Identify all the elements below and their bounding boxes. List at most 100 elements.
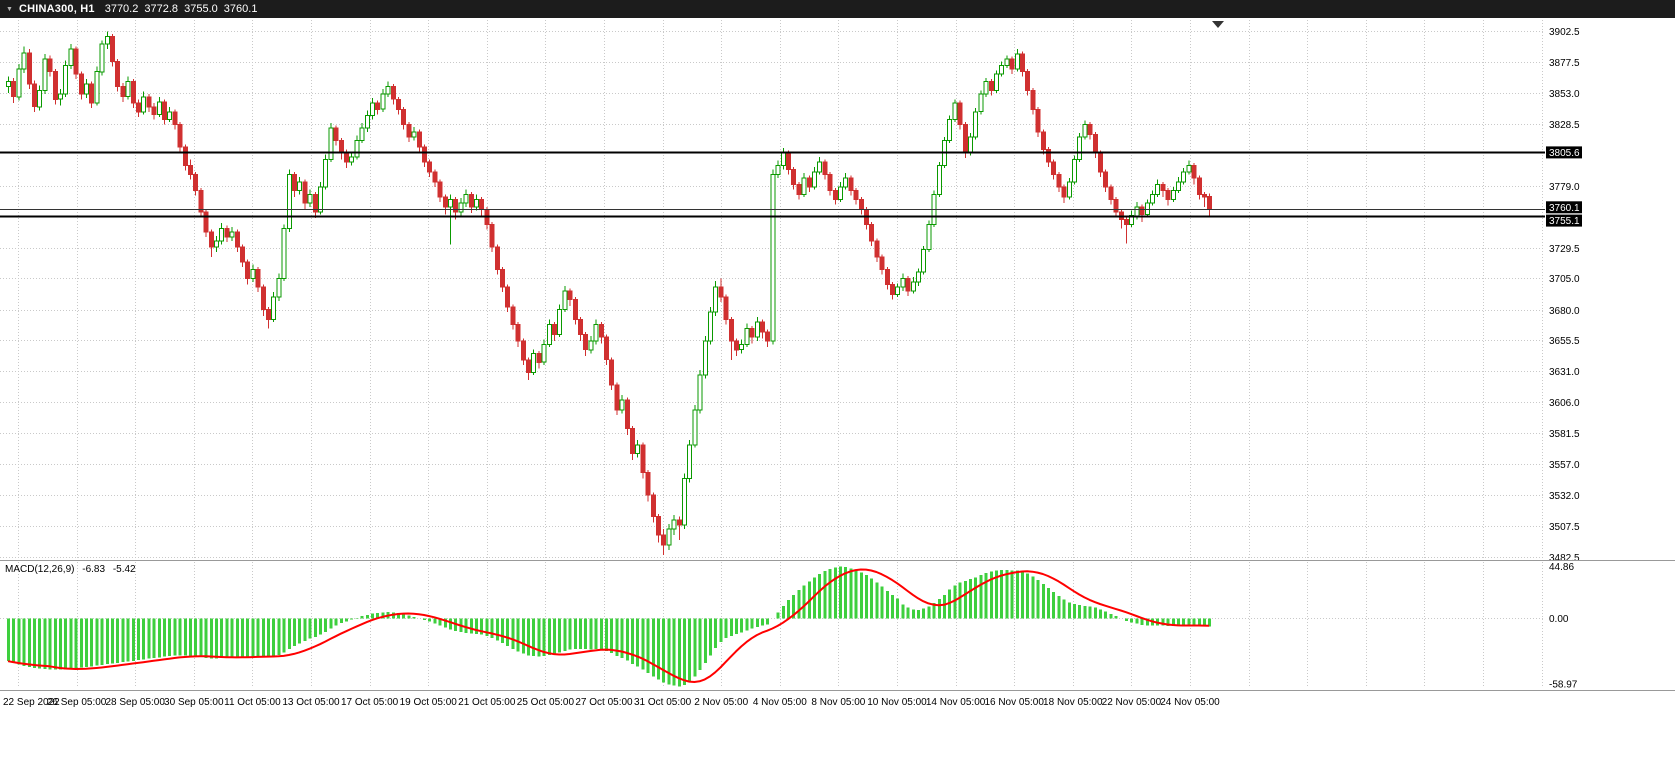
candle-bullish [895, 286, 901, 296]
candle-bearish [728, 319, 734, 342]
candle-bullish [588, 340, 594, 351]
candle-bearish [786, 152, 791, 170]
macd-histogram-bar [573, 618, 577, 649]
macd-histogram-bar [27, 618, 31, 667]
macd-histogram-bar [1031, 576, 1035, 619]
candle-bearish [312, 193, 318, 213]
candle-bullish [780, 152, 786, 167]
macd-histogram-bar [631, 618, 634, 665]
candle-bearish [453, 198, 459, 213]
candle-bullish [936, 165, 942, 195]
candle-bullish [1186, 165, 1192, 173]
macd-histogram-bar [33, 618, 36, 668]
candle-bearish [552, 324, 557, 336]
macd-histogram-bar [407, 615, 411, 619]
candle-bearish [172, 111, 178, 125]
macd-histogram-bar [506, 618, 510, 646]
candle-bullish [1150, 193, 1155, 204]
macd-histogram-bar [329, 618, 333, 629]
macd-histogram-bar [792, 594, 796, 619]
candle-bullish [671, 519, 677, 530]
candle-bullish [125, 81, 131, 98]
macd-histogram-bar [423, 618, 426, 620]
candle-bullish [1066, 181, 1072, 198]
candle-bearish [505, 286, 511, 308]
macd-histogram-bar [755, 618, 759, 627]
macd-histogram-bar [1161, 618, 1165, 626]
candle-bearish [432, 171, 438, 183]
candle-bullish [968, 136, 973, 154]
candle-bearish [858, 198, 864, 210]
candle-bearish [1020, 53, 1025, 73]
candle-bearish [1191, 165, 1197, 179]
macd-histogram-bar [100, 618, 104, 665]
candle-bullish [1181, 171, 1187, 183]
candle-bearish [1025, 71, 1031, 91]
candle-bearish [515, 324, 521, 342]
macd-histogram-bar [464, 618, 468, 633]
macd-histogram-bar [1057, 596, 1061, 619]
macd-histogram-bar [1177, 618, 1180, 626]
macd-histogram-bar [1109, 613, 1113, 619]
candle-bearish [110, 36, 115, 63]
macd-histogram-bar [766, 618, 770, 625]
macd-histogram-bar [147, 618, 151, 659]
candle-bearish [11, 81, 17, 98]
price-axis-label: 3482.5 [1549, 553, 1580, 564]
symbol-dropdown-icon[interactable]: ▼ [6, 6, 13, 13]
candle-bullish [16, 68, 22, 98]
macd-histogram-bar [594, 618, 598, 650]
price-axis-label: 3877.5 [1549, 58, 1580, 69]
candle-bullish [926, 224, 932, 250]
macd-histogram-bar [953, 585, 957, 619]
candle-bullish [546, 324, 552, 346]
candle-bearish [1160, 183, 1166, 192]
time-axis-label: 18 Nov 05:00 [1043, 697, 1103, 708]
macd-histogram-bar [1021, 571, 1024, 619]
macd-histogram-bar [22, 618, 26, 666]
macd-histogram-bar [251, 618, 255, 657]
candle-bearish [193, 173, 199, 192]
candle-bullish [697, 374, 703, 411]
candle-bearish [988, 81, 994, 91]
candle-bullish [557, 309, 563, 336]
candle-bullish [58, 93, 63, 100]
macd-histogram-bar [906, 607, 910, 619]
candle-bearish [656, 515, 661, 536]
candle-bearish [1051, 161, 1057, 175]
macd-histogram-bar [813, 577, 816, 619]
hline-price-tag-text: 3755.1 [1549, 216, 1580, 227]
macd-histogram-bar [714, 618, 718, 648]
macd-histogram-bar [1015, 570, 1019, 619]
macd-histogram-bar [53, 618, 57, 670]
macd-histogram-bar [693, 618, 697, 677]
chart-shift-icon[interactable] [1212, 21, 1224, 28]
macd-histogram-bar [511, 618, 515, 649]
candle-bullish [744, 327, 750, 346]
candle-bullish [458, 202, 464, 213]
candle-bullish [84, 83, 89, 95]
macd-histogram-bar [183, 618, 187, 656]
current-price-tag [1546, 201, 1582, 214]
macd-histogram-bar [480, 618, 484, 635]
candle-bullish [385, 86, 391, 95]
macd-histogram-bar [974, 577, 978, 619]
time-axis-label: 4 Nov 05:00 [753, 697, 807, 708]
macd-histogram-bar [620, 618, 624, 658]
time-axis-label: 21 Oct 05:00 [458, 697, 516, 708]
macd-histogram-bar [1104, 611, 1108, 619]
candle-bullish [214, 240, 219, 248]
candle-bearish [598, 324, 604, 338]
macd-histogram-bar [412, 616, 416, 619]
chart-title-bar: ▼ CHINA300, H1 3770.2 3772.8 3755.0 3760… [0, 0, 1675, 18]
candle-bullish [635, 444, 641, 455]
candle-bullish [1134, 206, 1140, 217]
time-axis-label: 11 Oct 05:00 [224, 697, 281, 708]
candle-bearish [468, 193, 474, 208]
macd-histogram-bar [969, 579, 972, 619]
macd-histogram-bar [69, 618, 73, 669]
macd-histogram-bar [116, 618, 120, 663]
macd-histogram-bar [589, 618, 593, 650]
macd-histogram-bar [776, 612, 780, 619]
